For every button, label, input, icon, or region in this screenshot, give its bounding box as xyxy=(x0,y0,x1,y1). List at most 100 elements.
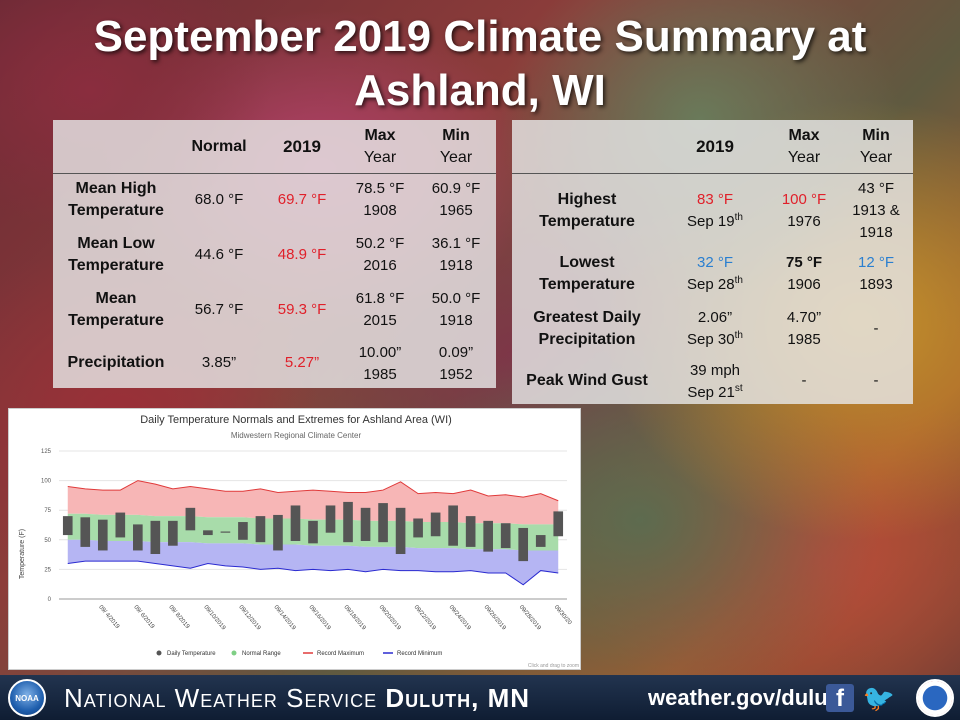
daily-temp-bar xyxy=(62,516,73,536)
header-divider xyxy=(53,173,496,174)
daily-temp-bar xyxy=(465,516,476,547)
min-value: 60.9 °F 1965 xyxy=(431,180,481,219)
extremes-table: 2019 Max Year Min Year Highest Temperatur… xyxy=(512,120,913,404)
daily-temp-bar xyxy=(378,503,388,543)
x-tick-label: 09/ 8/2019 xyxy=(167,604,190,630)
record-min-area xyxy=(67,539,559,585)
daily-bars xyxy=(62,501,564,562)
col-max-header-a: Max xyxy=(788,127,820,144)
chart-title: Daily Temperature Normals and Extremes f… xyxy=(140,414,452,426)
year-value: 5.27” xyxy=(284,354,320,371)
legend: Daily Temperature Normal Range Record Maxi… xyxy=(156,650,442,657)
monthly-summary-table: Normal 2019 Max Year Min Year Mean High T… xyxy=(53,120,496,388)
x-tick-label: 09/30/20 xyxy=(553,604,573,626)
y-axis-label: Temperature (F) xyxy=(19,529,26,579)
year-value: 69.7 °F xyxy=(277,191,327,208)
legend-label: Record Minimum xyxy=(397,651,442,657)
header-divider xyxy=(512,173,913,174)
org-name-office: Duluth, MN xyxy=(385,683,531,713)
y-tick-label: 50 xyxy=(44,538,51,544)
y-tick-label: 75 xyxy=(44,508,51,514)
x-tick-label: 09/12/2019 xyxy=(237,604,261,631)
facebook-icon[interactable]: f xyxy=(826,684,854,712)
daily-temp-bar xyxy=(290,505,301,541)
chart-subtitle: Midwestern Regional Climate Center xyxy=(231,431,362,440)
daily-temp-bar xyxy=(535,535,546,547)
max-value: 61.8 °F 2015 xyxy=(355,290,405,329)
record-max-line xyxy=(67,480,559,502)
normal-value: 56.7 °F xyxy=(194,301,244,318)
record-min-line xyxy=(67,560,559,586)
y-tick-label: 0 xyxy=(48,597,52,603)
legend-swatch xyxy=(156,650,162,656)
max-value: 75 °F 1906 xyxy=(785,254,822,293)
col-year-header: 2019 xyxy=(696,137,734,156)
row-label: Precipitation xyxy=(67,354,165,371)
daily-temp-bar xyxy=(203,530,213,536)
year-value: 32 °F Sep 28th xyxy=(687,254,743,293)
daily-temp-bar xyxy=(413,518,423,538)
x-tick-label: 09/16/2019 xyxy=(307,604,331,631)
x-tick-label: 09/ 6/2019 xyxy=(132,604,155,630)
normal-value: 3.85” xyxy=(201,354,237,371)
max-value: 4.70” 1985 xyxy=(786,309,822,348)
daily-temp-bar xyxy=(238,522,248,540)
nws-logo-icon[interactable] xyxy=(916,679,954,717)
daily-temp-bar xyxy=(483,520,493,552)
daily-temp-bar xyxy=(325,505,336,533)
twitter-icon[interactable]: 🐦 xyxy=(862,683,896,713)
max-value: 50.2 °F 2016 xyxy=(355,235,405,274)
col-max-header-b: Year xyxy=(363,149,397,166)
x-tick-label: 09/14/2019 xyxy=(272,604,296,631)
min-value: 0.09” 1952 xyxy=(438,344,474,383)
daily-temp-bar xyxy=(115,512,126,538)
year-value: 59.3 °F xyxy=(277,301,327,318)
x-tick-label: 09/20/2019 xyxy=(378,604,402,631)
website-link[interactable]: weather.gov/duluth xyxy=(648,685,849,710)
col-year-header: 2019 xyxy=(283,137,321,156)
normal-value: 68.0 °F xyxy=(194,191,244,208)
min-value: 36.1 °F 1918 xyxy=(431,235,481,274)
chart-canvas[interactable]: Daily Temperature Normals and Extremes f… xyxy=(9,409,582,671)
x-tick-label: 09/18/2019 xyxy=(343,604,367,631)
row-label: Greatest Daily Precipitation xyxy=(533,309,641,348)
year-value: 83 °F Sep 19th xyxy=(687,191,743,230)
col-min-header-b: Year xyxy=(859,149,893,166)
min-value: 12 °F 1893 xyxy=(857,254,894,293)
daily-temp-bar xyxy=(168,520,178,546)
col-normal-header: Normal xyxy=(191,138,247,155)
year-value: 48.9 °F xyxy=(277,246,327,263)
row-label: Lowest Temperature xyxy=(539,254,635,293)
y-tick-label: 100 xyxy=(41,479,52,485)
max-value: 100 °F 1976 xyxy=(781,191,827,230)
daily-temp-bar xyxy=(308,520,318,544)
row-label: Peak Wind Gust xyxy=(526,372,648,389)
year-value: 2.06” Sep 30th xyxy=(687,309,743,348)
col-max-header-b: Year xyxy=(787,149,821,166)
legend-swatch xyxy=(231,650,237,656)
normal-value: 44.6 °F xyxy=(194,246,244,263)
daily-temp-bar xyxy=(430,512,441,537)
daily-temp-bar xyxy=(273,514,283,551)
min-value: 43 °F 1913 & 1918 xyxy=(852,180,900,241)
x-tick-label: 09/10/2019 xyxy=(202,604,226,631)
y-tick-label: 25 xyxy=(44,567,51,573)
col-max-header: Max Year xyxy=(345,125,415,169)
legend-label: Record Maximum xyxy=(317,651,364,657)
col-max-header: Max Year xyxy=(768,125,840,169)
col-min-header: Min Year xyxy=(421,125,491,169)
org-name-primary: National Weather Service xyxy=(64,683,378,713)
col-max-header-a: Max xyxy=(364,127,396,144)
daily-temp-bar xyxy=(395,507,406,555)
noaa-logo-icon[interactable] xyxy=(8,679,46,717)
min-value: - xyxy=(873,320,879,337)
col-min-header-a: Min xyxy=(442,127,470,144)
x-tick-label: 09/22/2019 xyxy=(413,604,437,631)
daily-temp-bar xyxy=(185,507,196,531)
min-value: 50.0 °F 1918 xyxy=(431,290,481,329)
legend-label: Daily Temperature xyxy=(167,651,216,657)
row-label: Mean High Temperature xyxy=(68,180,164,219)
daily-temp-bar xyxy=(255,516,266,543)
daily-temp-bar xyxy=(97,519,108,551)
temperature-chart[interactable]: Daily Temperature Normals and Extremes f… xyxy=(8,408,581,670)
